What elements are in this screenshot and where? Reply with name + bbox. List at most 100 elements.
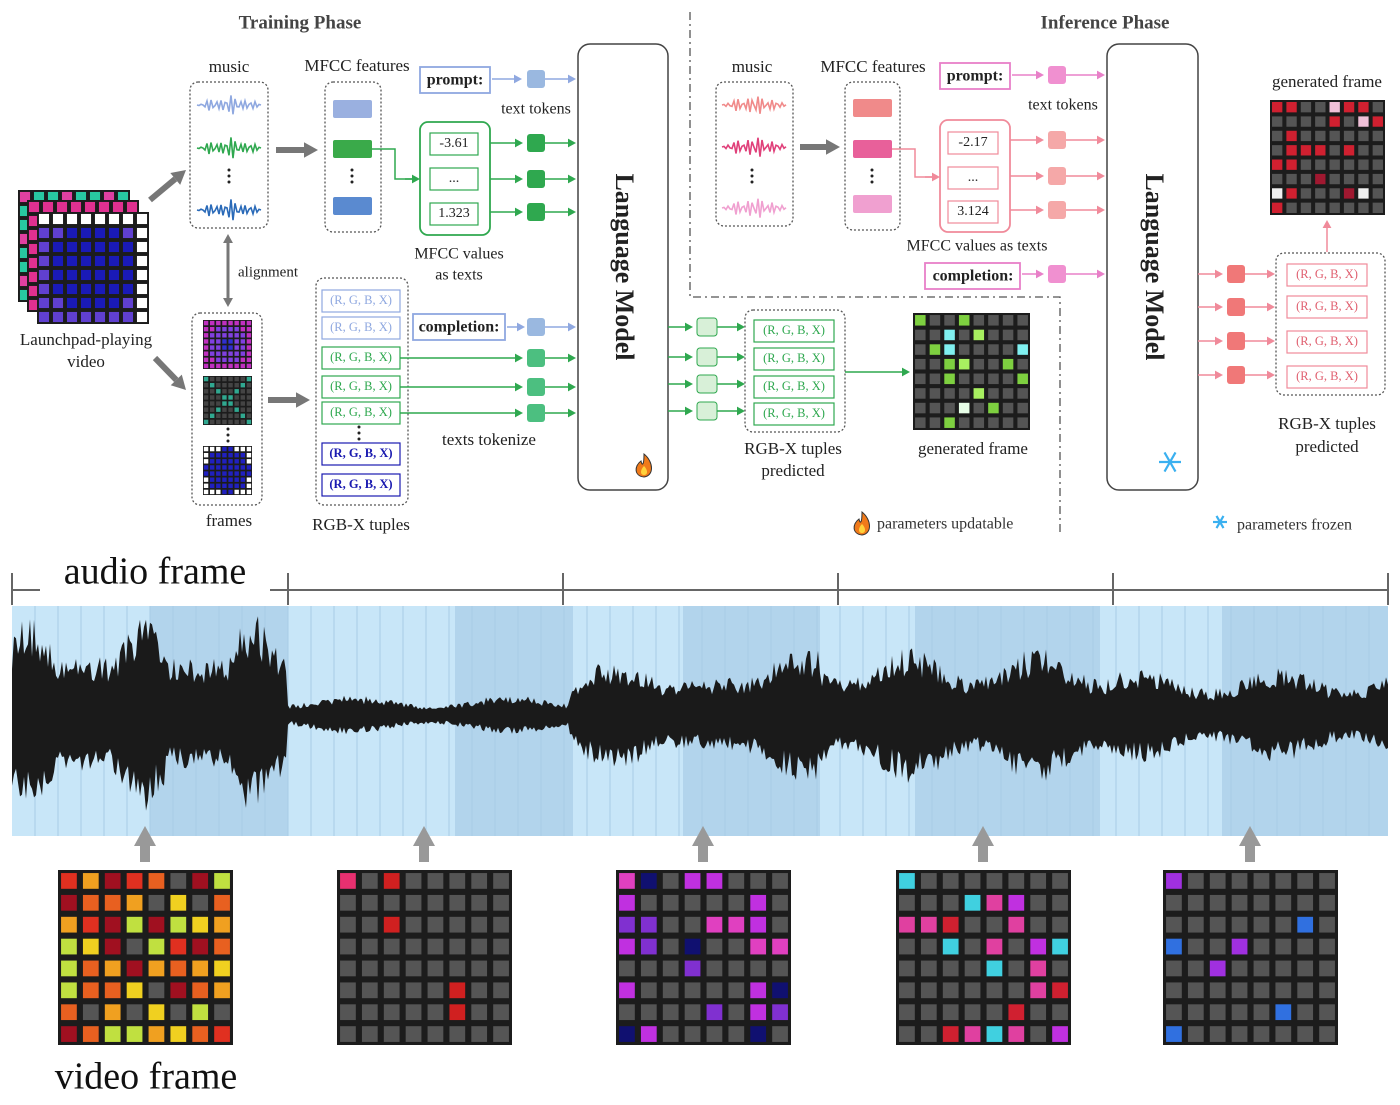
grid-cell [915,388,926,399]
grid-cell [234,376,239,382]
grid-cell [1002,373,1014,385]
grid-cell [1372,130,1383,142]
grid-cell [1052,873,1068,889]
grid-cell [216,407,221,412]
grid-cell [216,320,221,326]
tuple-box [1286,365,1368,389]
grid-cell [222,401,227,406]
grid-cell [66,283,78,295]
grid-cell [929,329,941,341]
grid-cell [170,960,187,977]
grid-cell [728,938,745,955]
grid-cell [104,894,121,911]
grid-cell [126,982,143,999]
tuple: (R, G, B, X) [330,350,392,364]
grid-cell [1372,145,1383,156]
grid-cell [170,1004,187,1021]
arrow-head [1215,269,1223,279]
grid-cell [222,465,227,470]
dot [226,433,230,437]
grid-cell [104,873,121,889]
grid-cell [1297,916,1314,933]
tokens-label: text tokens [501,101,571,118]
grid-cell [1030,982,1047,999]
grid-cell [988,329,999,341]
grid-cell [750,938,767,955]
grid-cell [222,483,227,489]
grid-cell [203,326,209,332]
grid-cell [203,320,209,326]
arrow-head [223,234,233,243]
arrow-head [1267,269,1275,279]
grid-cell [1275,1026,1292,1042]
grid-cell [1017,315,1028,326]
token [527,378,545,396]
grid-cell [929,315,941,326]
grid-cell [340,916,356,933]
grid-cell [915,373,926,385]
grid-cell [958,358,970,370]
grid-cell [216,489,221,495]
grid-cell [1329,145,1340,156]
mfcc-label: MFCC features [304,56,409,75]
grid-cell [1297,960,1314,977]
grid-cell [1372,159,1383,170]
token [527,318,545,336]
grid-cell [728,894,745,911]
grid-cell [942,982,959,999]
snowflake-icon [1163,451,1177,473]
grid-cell [640,894,657,911]
grid-cell [1008,960,1025,977]
grid-cell [246,401,252,406]
grid-cell [52,213,64,225]
grid-cell [240,357,246,363]
grid-cell [899,938,915,955]
grid-cell [222,382,227,388]
grid-cell [1319,916,1335,933]
grid-cell [19,191,31,203]
grid-cell [70,201,82,213]
grid-cell [772,873,788,889]
grid-cell [61,1004,77,1021]
grid-cell [973,344,985,355]
grid-cell [427,894,444,911]
completion-box [924,262,1021,290]
prompt-label: prompt: [427,72,484,89]
grid-cell [920,916,937,933]
grid-cell [61,960,77,977]
grid-cell [203,446,209,452]
grid-cell [405,1026,422,1042]
grid-cell [619,1004,635,1021]
pred-caption: RGB-X tuples [1278,414,1376,433]
grid-cell [750,1004,767,1021]
token [1227,265,1245,283]
grid-cell [234,452,239,458]
grid-cell [228,489,233,495]
mfcc-value: 1.323 [438,206,470,221]
flame-icon [635,452,652,478]
grid-cell [988,358,999,370]
arrow-head [1097,70,1105,80]
grid-cell [28,257,40,269]
grid-cell [1272,202,1283,213]
grid-cell [234,363,239,369]
grid-cell [203,465,209,470]
grid-cell [1343,145,1355,156]
grid-cell [1008,938,1025,955]
music-wave [196,95,262,115]
grid-cell [964,938,981,955]
frames-label: frames [206,511,252,530]
grid-cell [1209,873,1226,889]
grid-cell [228,407,233,412]
grid-cell [203,363,209,369]
arrow-head [1097,269,1105,279]
grid-cell [964,1004,981,1021]
grid-cell [228,446,233,452]
grid-cell [240,446,246,452]
grid-cell [920,1026,937,1042]
grid-cell [228,459,233,464]
grid-cell [1315,202,1326,213]
grid-cell [214,894,230,911]
grid-cell [234,320,239,326]
